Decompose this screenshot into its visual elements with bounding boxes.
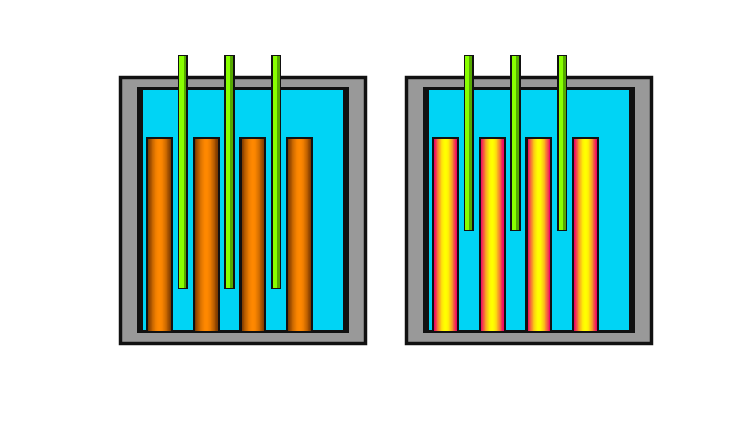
Bar: [142, 91, 343, 330]
Bar: [512, 57, 519, 230]
Bar: [557, 55, 568, 231]
Bar: [469, 57, 472, 230]
Bar: [271, 55, 282, 289]
Bar: [137, 87, 349, 334]
Bar: [572, 138, 599, 333]
Bar: [193, 138, 220, 333]
Bar: [562, 57, 566, 230]
Bar: [407, 78, 651, 343]
Bar: [273, 57, 279, 289]
Bar: [422, 87, 635, 334]
Bar: [146, 138, 173, 333]
Bar: [465, 57, 472, 230]
Bar: [230, 57, 233, 289]
Bar: [511, 55, 521, 231]
Bar: [428, 91, 630, 330]
Bar: [516, 57, 519, 230]
Bar: [120, 78, 365, 343]
Bar: [526, 138, 552, 333]
Bar: [184, 57, 186, 289]
Bar: [226, 57, 233, 289]
Bar: [464, 55, 474, 231]
Bar: [178, 55, 188, 289]
Bar: [224, 55, 235, 289]
Bar: [479, 138, 505, 333]
Bar: [179, 57, 186, 289]
Bar: [559, 57, 566, 230]
Bar: [286, 138, 313, 333]
Bar: [432, 138, 459, 333]
Bar: [239, 138, 267, 333]
Bar: [277, 57, 279, 289]
